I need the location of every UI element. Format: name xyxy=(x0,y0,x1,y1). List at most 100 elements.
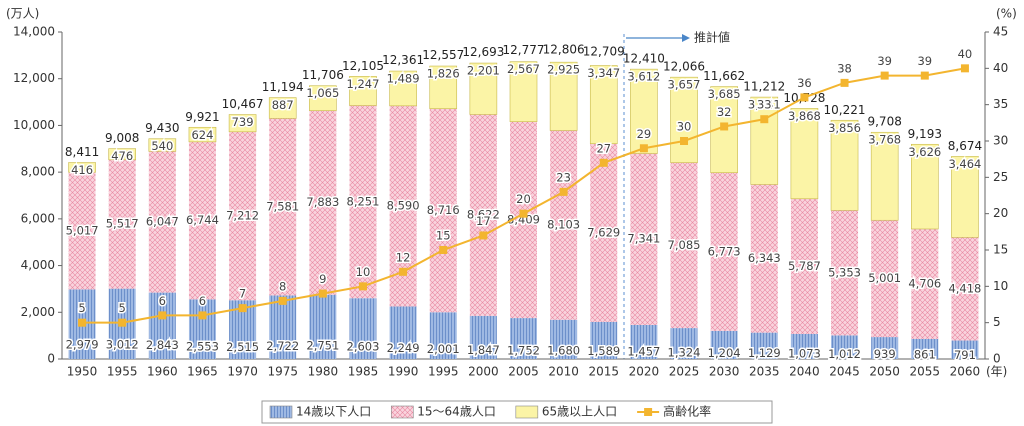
y2-tick-label: 45 xyxy=(993,25,1008,39)
bar-segment xyxy=(68,162,96,173)
segment-label: 1,012 xyxy=(828,347,861,361)
segment-label: 2,925 xyxy=(547,63,580,77)
legend-item: 14歳以下人口 xyxy=(269,405,371,419)
legend-box xyxy=(261,400,773,424)
rate-marker xyxy=(880,71,889,80)
bar-segment xyxy=(750,332,778,359)
bar-segment xyxy=(510,121,537,319)
segment-label: 6,343 xyxy=(748,251,781,265)
bar-segment xyxy=(911,338,939,359)
bar-segment xyxy=(831,335,859,359)
bar-segment xyxy=(108,148,136,161)
x-tick-label: 2025 xyxy=(669,365,700,379)
total-label: 8,411 xyxy=(65,145,99,159)
bar-segment xyxy=(469,315,497,359)
total-label: 12,105 xyxy=(342,59,384,73)
total-label: 12,361 xyxy=(382,53,424,67)
bar-segment xyxy=(630,68,658,154)
bar-segment xyxy=(589,65,618,144)
x-tick-label: 2030 xyxy=(709,365,740,379)
x-tick-label: 1975 xyxy=(267,365,298,379)
x-tick-label: 2040 xyxy=(789,365,820,379)
y-tick-label: 10,000 xyxy=(13,118,55,132)
rate-marker xyxy=(198,311,207,320)
rate-label: 5 xyxy=(78,301,85,315)
bar-segment xyxy=(550,130,578,320)
segment-label: 3,464 xyxy=(948,157,981,171)
segment-label: 791 xyxy=(954,348,976,362)
segment-label: 1,065 xyxy=(306,86,339,100)
total-label: 9,430 xyxy=(145,121,179,135)
segment-label: 8,716 xyxy=(427,203,460,217)
segment-label: 7,212 xyxy=(226,209,259,223)
y2-tick-label: 20 xyxy=(993,206,1008,220)
total-label: 12,777 xyxy=(503,43,545,57)
bar-segment xyxy=(188,141,216,300)
segment-label: 6,047 xyxy=(146,214,179,228)
bars xyxy=(68,61,979,359)
segment-label: 3,868 xyxy=(788,109,821,123)
segment-label: 3,741 xyxy=(748,98,781,112)
segment-label: 1,826 xyxy=(427,67,460,81)
total-label: 9,708 xyxy=(867,115,901,129)
rate-marker xyxy=(599,158,608,167)
segment-label: 3,012 xyxy=(106,337,139,351)
rate-marker xyxy=(78,318,87,327)
rate-label: 12 xyxy=(396,250,411,264)
x-tick-label: 2020 xyxy=(629,365,660,379)
bar-segment xyxy=(951,237,979,341)
segment-label: 2,001 xyxy=(427,342,460,356)
segment-label: 2,603 xyxy=(347,339,380,353)
y-tick-label: 14,000 xyxy=(13,25,55,39)
bar-segment xyxy=(389,306,417,359)
rate-label: 6 xyxy=(159,294,166,308)
bar-segment xyxy=(228,114,257,133)
x-tick-label: 1995 xyxy=(428,365,459,379)
segment-label: 3,768 xyxy=(868,133,901,147)
rate-marker xyxy=(639,144,648,153)
rate-marker xyxy=(358,282,367,291)
bar-segment xyxy=(670,328,698,359)
segment-label: 7,085 xyxy=(668,238,701,252)
rate-label: 40 xyxy=(958,47,973,61)
total-label: 12,806 xyxy=(543,42,585,56)
bar-segment xyxy=(750,184,778,333)
x-tick-label: 2045 xyxy=(829,365,860,379)
rate-marker xyxy=(238,304,247,313)
bar-segment xyxy=(509,61,538,122)
rate-marker xyxy=(479,231,488,240)
bar-segment xyxy=(108,159,136,289)
segment-label: 739 xyxy=(232,115,254,129)
total-label: 11,194 xyxy=(262,80,304,94)
bar-segment xyxy=(550,319,578,359)
segment-label: 8,622 xyxy=(467,208,500,222)
bar-segment xyxy=(309,110,337,295)
bar-segment xyxy=(750,96,779,185)
bar-segment xyxy=(710,330,738,359)
rate-label: 9 xyxy=(319,272,326,286)
legend-label: 15～64歳人口 xyxy=(417,405,496,419)
x-tick-label: 1980 xyxy=(308,365,339,379)
bar-segment xyxy=(269,118,297,296)
rate-label: 38 xyxy=(837,61,852,75)
segment-label: 2,843 xyxy=(146,338,179,352)
bar-segment xyxy=(951,156,979,238)
segment-label: 624 xyxy=(191,128,213,142)
segment-label: 5,353 xyxy=(828,265,861,279)
legend-label: 65歳以上人口 xyxy=(542,405,617,419)
y-tick-label: 0 xyxy=(47,352,55,366)
bar-segment xyxy=(549,61,578,131)
segment-label: 6,773 xyxy=(708,244,741,258)
bar-segment xyxy=(469,114,497,316)
total-label: 10,221 xyxy=(824,103,866,117)
rate-marker xyxy=(800,93,809,102)
segment-label: 5,787 xyxy=(788,259,821,273)
bar-segment xyxy=(911,143,939,230)
segment-label: 5,517 xyxy=(106,217,139,231)
bar-segment xyxy=(188,126,217,143)
segment-label: 2,201 xyxy=(467,64,500,78)
segment-label: 3,657 xyxy=(668,78,701,92)
bar-segment xyxy=(229,131,257,301)
rate-label: 8 xyxy=(279,279,286,293)
